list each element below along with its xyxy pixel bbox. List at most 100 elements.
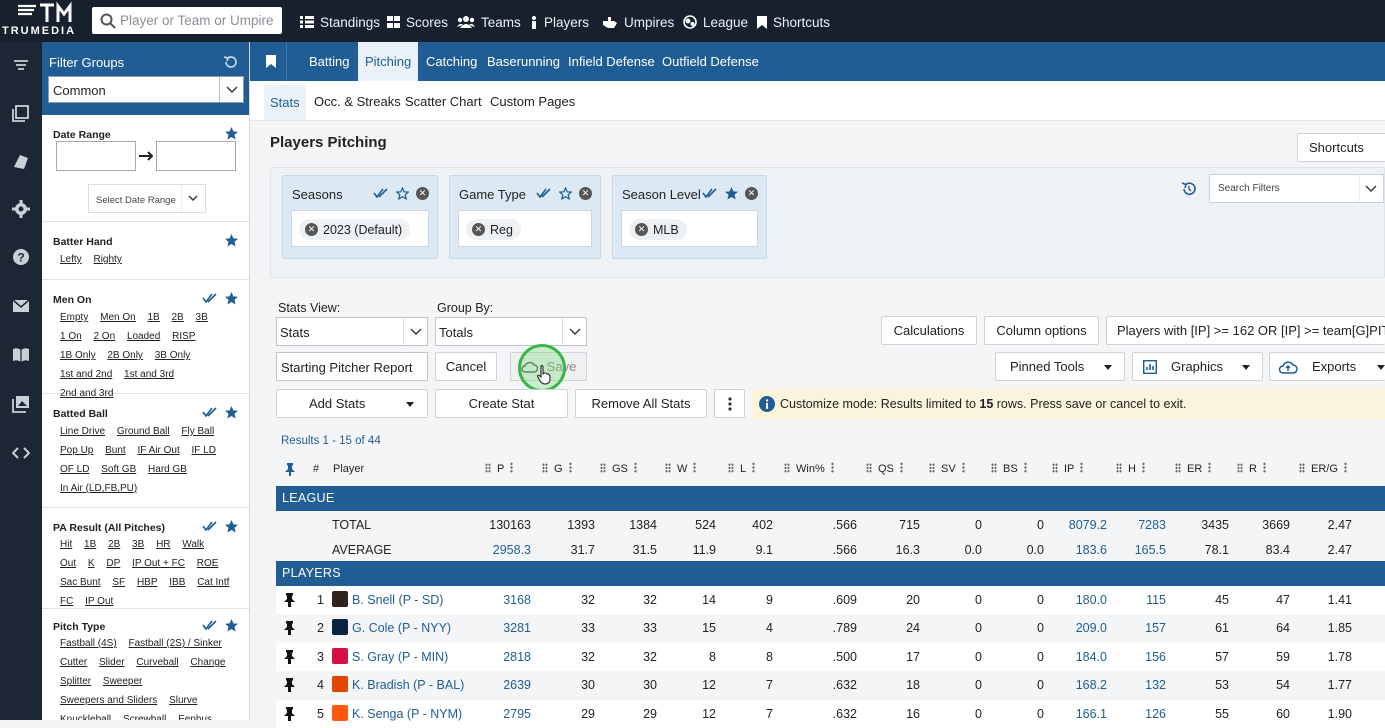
stat-cell[interactable]: 2818 (503, 649, 531, 664)
star-outline-icon[interactable] (396, 187, 409, 200)
filter-option-link[interactable]: 2B Only (107, 350, 143, 361)
drag-handle-icon[interactable] (485, 463, 491, 473)
filter-option-link[interactable]: 1B Only (60, 350, 96, 361)
column-header[interactable]: R (1237, 455, 1266, 483)
drag-handle-icon[interactable] (1237, 463, 1243, 473)
filter-option-link[interactable]: IF Air Out (137, 445, 180, 456)
filter-option-link[interactable]: Out (60, 558, 77, 569)
filter-pill[interactable]: ✕ MLB (629, 219, 687, 240)
remove-pill-icon[interactable]: ✕ (305, 223, 318, 236)
filter-option-link[interactable]: 1st and 3rd (124, 369, 175, 380)
stat-cell[interactable]: 156 (1145, 649, 1166, 664)
tab-catching[interactable]: Catching (426, 54, 478, 69)
report-name-input[interactable]: Starting Pitcher Report (276, 352, 428, 381)
filter-pill[interactable]: ✕ 2023 (Default) (299, 219, 411, 240)
column-header[interactable]: Win% (784, 455, 834, 483)
stat-cell[interactable]: 2795 (503, 706, 531, 721)
star-outline-icon[interactable] (559, 187, 572, 200)
stat-cell[interactable]: 2639 (503, 678, 531, 693)
filter-option-link[interactable]: Loaded (126, 331, 161, 342)
filter-option-link[interactable]: OF LD (60, 464, 90, 475)
column-menu-icon[interactable] (899, 462, 903, 473)
code-icon[interactable] (12, 444, 30, 462)
double-check-icon[interactable] (536, 187, 552, 199)
stat-cell[interactable]: 157 (1145, 621, 1166, 636)
filter-option-link[interactable]: Sweeper (102, 676, 143, 687)
column-header[interactable]: H (1116, 455, 1145, 483)
select-date-range[interactable]: Select Date Range (88, 184, 206, 213)
column-menu-icon[interactable] (693, 462, 697, 473)
column-menu-icon[interactable] (1208, 462, 1212, 473)
pin-icon[interactable] (284, 706, 295, 721)
stat-cell[interactable]: 184.0 (1075, 649, 1107, 664)
stat-cell[interactable]: 209.0 (1075, 621, 1107, 636)
filter-option-link[interactable]: Hit (60, 539, 73, 550)
remove-pill-icon[interactable]: ✕ (635, 223, 648, 236)
filter-option-link[interactable]: IBB (169, 577, 186, 588)
pin-icon[interactable] (284, 593, 295, 607)
filter-lines-icon[interactable] (12, 56, 30, 74)
stat-cell[interactable]: 8079.2 (1068, 518, 1107, 532)
filter-option-link[interactable]: Hard GB (148, 464, 187, 475)
filter-option-link[interactable]: Knuckleball (60, 714, 112, 720)
star-icon[interactable] (225, 406, 238, 419)
pin-icon[interactable] (284, 678, 295, 693)
search-filters-input[interactable]: Search Filters (1209, 174, 1384, 203)
drag-handle-icon[interactable] (1175, 463, 1181, 473)
calculations-button[interactable]: Calculations (881, 316, 977, 345)
double-check-icon[interactable] (202, 292, 218, 304)
drag-handle-icon[interactable] (991, 463, 997, 473)
player-link[interactable]: G. Cole (P - NYY) (332, 614, 451, 642)
nav-teams[interactable]: Teams (457, 13, 521, 31)
double-check-icon[interactable] (202, 406, 218, 418)
filter-option-link[interactable]: 2B (171, 312, 184, 323)
pin-icon[interactable] (284, 649, 295, 664)
filter-option-link[interactable]: 1st and 2nd (60, 369, 113, 380)
pin-icon[interactable] (285, 463, 295, 476)
nav-league[interactable]: League (683, 13, 748, 31)
column-header[interactable]: ER (1175, 455, 1212, 483)
filter-option-link[interactable]: IF LD (191, 445, 216, 456)
filter-option-link[interactable]: K (87, 558, 95, 569)
filter-option-link[interactable]: FC (60, 596, 74, 607)
filter-option-link[interactable]: HR (156, 539, 171, 550)
column-header[interactable]: ER/G (1299, 455, 1347, 483)
filter-option-link[interactable]: Slider (99, 657, 125, 668)
nav-shortcuts[interactable]: Shortcuts (757, 13, 830, 31)
trumedia-logo[interactable]: TRUMEDIA (0, 0, 80, 42)
filter-option-link[interactable]: Walk (182, 539, 205, 550)
chart-book-icon[interactable] (12, 152, 30, 170)
double-check-icon[interactable] (202, 520, 218, 532)
help-icon[interactable]: ? (12, 248, 30, 266)
filter-option-link[interactable]: Sweepers and Sliders (60, 695, 158, 706)
filter-option-link[interactable]: Righty (93, 254, 122, 265)
remove-filter-icon[interactable]: ✕ (745, 187, 758, 200)
pin-icon[interactable] (284, 621, 295, 636)
column-menu-icon[interactable] (752, 462, 756, 473)
filter-option-link[interactable]: Change (190, 657, 226, 668)
global-search[interactable] (92, 7, 282, 34)
exports-button[interactable]: Exports (1269, 352, 1385, 381)
drag-handle-icon[interactable] (784, 463, 790, 473)
drag-handle-icon[interactable] (1052, 463, 1058, 473)
double-check-icon[interactable] (202, 619, 218, 631)
gear-icon[interactable] (12, 200, 30, 218)
add-stats-button[interactable]: Add Stats (276, 389, 428, 418)
filter-option-link[interactable]: IP Out + FC (132, 558, 185, 569)
drag-handle-icon[interactable] (1116, 463, 1122, 473)
pinned-tools-button[interactable]: Pinned Tools (995, 352, 1125, 381)
stats-view-select[interactable]: Stats (276, 317, 428, 346)
create-stat-button[interactable]: Create Stat (435, 389, 568, 418)
nav-scores[interactable]: Scores (387, 13, 448, 31)
column-menu-icon[interactable] (1023, 462, 1027, 473)
star-icon[interactable] (225, 520, 238, 533)
bookmark-icon[interactable] (266, 55, 276, 68)
star-icon[interactable] (225, 619, 238, 632)
tab-outfield-defense[interactable]: Outfield Defense (662, 54, 759, 69)
filter-option-link[interactable]: 3B (195, 312, 208, 323)
tab-custom-pages[interactable]: Custom Pages (490, 94, 576, 109)
star-icon[interactable] (225, 234, 238, 247)
search-input[interactable] (120, 7, 278, 34)
stat-cell[interactable]: 165.5 (1134, 543, 1166, 557)
end-date-input[interactable] (156, 141, 236, 171)
